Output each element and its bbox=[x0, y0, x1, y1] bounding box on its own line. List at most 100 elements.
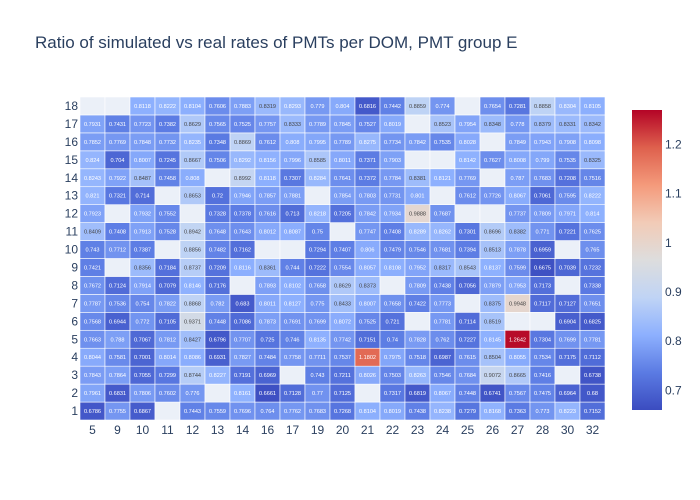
cell-value-label: 0.7699 bbox=[309, 319, 326, 325]
cell-value-label: 0.7438 bbox=[434, 283, 451, 289]
cell-value-label: 0.6819 bbox=[409, 391, 426, 397]
cell-value-label: 0.808 bbox=[286, 140, 300, 146]
heatmap-cell-empty bbox=[79, 96, 106, 116]
cell-value-label: 0.7762 bbox=[284, 409, 301, 415]
cell-value-label: 0.7438 bbox=[409, 409, 426, 415]
cell-value-label: 0.7175 bbox=[559, 355, 576, 361]
cell-value-label: 0.7953 bbox=[509, 283, 526, 289]
cell-value-label: 0.7737 bbox=[509, 212, 526, 218]
cell-value-label: 0.8118 bbox=[259, 176, 276, 182]
cell-value-label: 0.7067 bbox=[134, 337, 151, 343]
cell-value-label: 0.7943 bbox=[534, 140, 551, 146]
cell-value-label: 0.8012 bbox=[259, 230, 276, 236]
cell-value-label: 0.8072 bbox=[334, 319, 351, 325]
cell-value-label: 0.8585 bbox=[309, 158, 326, 164]
cell-value-label: 0.7731 bbox=[384, 194, 401, 200]
cell-value-label: 0.8044 bbox=[84, 355, 101, 361]
cell-value-label: 0.7683 bbox=[309, 409, 326, 415]
cell-value-label: 0.7484 bbox=[259, 355, 276, 361]
cell-value-label: 0.8523 bbox=[434, 122, 451, 128]
cell-value-label: 0.7599 bbox=[509, 265, 526, 271]
cell-value-label: 0.7535 bbox=[559, 158, 576, 164]
cell-value-label: 0.804 bbox=[336, 104, 350, 110]
x-tick-label: 24 bbox=[436, 423, 450, 437]
cell-value-label: 0.765 bbox=[586, 248, 600, 254]
cell-value-label: 0.7208 bbox=[559, 176, 576, 182]
cell-value-label: 0.7128 bbox=[284, 391, 301, 397]
cell-value-label: 0.7506 bbox=[209, 158, 226, 164]
cell-value-label: 0.7922 bbox=[109, 176, 126, 182]
cell-value-label: 0.8543 bbox=[459, 265, 476, 271]
cell-value-label: 0.8007 bbox=[134, 158, 151, 164]
cell-value-label: 0.8342 bbox=[584, 122, 601, 128]
cell-value-label: 0.7625 bbox=[584, 230, 601, 236]
cell-value-label: 0.7565 bbox=[209, 122, 226, 128]
cell-value-label: 0.683 bbox=[236, 301, 250, 307]
cell-value-label: 0.8356 bbox=[134, 265, 151, 271]
cell-value-label: 0.7878 bbox=[509, 248, 526, 254]
cell-value-label: 0.7039 bbox=[559, 265, 576, 271]
cell-value-label: 0.7281 bbox=[509, 104, 526, 110]
cell-value-label: 0.743 bbox=[86, 248, 100, 254]
cell-value-label: 0.7338 bbox=[584, 283, 601, 289]
cell-value-label: 0.7442 bbox=[384, 104, 401, 110]
cell-value-label: 0.7663 bbox=[84, 337, 101, 343]
cell-value-label: 0.8696 bbox=[484, 230, 501, 236]
cell-value-label: 0.787 bbox=[511, 176, 525, 182]
cell-value-label: 0.7482 bbox=[209, 248, 226, 254]
heatmap-cell-empty bbox=[104, 258, 131, 277]
cell-value-label: 0.7789 bbox=[334, 140, 351, 146]
cell-value-label: 0.7307 bbox=[284, 176, 301, 182]
heatmap-cell-empty bbox=[479, 204, 506, 223]
cell-value-label: 0.7864 bbox=[109, 373, 126, 379]
cell-value-label: 0.7552 bbox=[159, 212, 176, 218]
heatmap-cell-empty bbox=[454, 204, 481, 223]
cell-value-label: 0.8667 bbox=[184, 158, 201, 164]
cell-value-label: 0.8087 bbox=[284, 230, 301, 236]
cell-value-label: 0.7648 bbox=[209, 230, 226, 236]
cell-value-label: 0.7378 bbox=[234, 212, 251, 218]
cell-value-label: 0.8304 bbox=[559, 104, 576, 110]
colorbar-tick-label: 1.2 bbox=[665, 137, 682, 151]
y-tick-label: 13 bbox=[65, 189, 79, 203]
cell-value-label: 0.8137 bbox=[484, 265, 501, 271]
cell-value-label: 0.7227 bbox=[459, 337, 476, 343]
cell-value-label: 0.6987 bbox=[434, 355, 451, 361]
cell-value-label: 0.744 bbox=[286, 265, 300, 271]
cell-value-label: 0.9948 bbox=[509, 301, 526, 307]
x-tick-label: 25 bbox=[461, 423, 475, 437]
cell-value-label: 0.8223 bbox=[559, 409, 576, 415]
x-tick-label: 5 bbox=[89, 423, 96, 437]
cell-value-label: 0.7162 bbox=[234, 248, 251, 254]
cell-value-label: 0.6738 bbox=[584, 373, 601, 379]
y-tick-label: 17 bbox=[65, 117, 79, 131]
cell-value-label: 0.776 bbox=[186, 391, 200, 397]
cell-value-label: 0.7687 bbox=[434, 212, 451, 218]
cell-value-label: 0.8665 bbox=[509, 373, 526, 379]
cell-value-label: 0.7581 bbox=[109, 355, 126, 361]
heatmap-cell bbox=[579, 96, 606, 116]
cell-value-label: 0.713 bbox=[286, 212, 300, 218]
heatmap-cell-empty bbox=[329, 222, 356, 241]
colorbar-tick-label: 0.9 bbox=[665, 285, 682, 299]
cell-value-label: 0.7448 bbox=[459, 391, 476, 397]
cell-value-label: 0.7681 bbox=[434, 248, 451, 254]
cell-value-label: 0.7061 bbox=[534, 194, 551, 200]
cell-value-label: 0.7971 bbox=[559, 212, 576, 218]
heatmap-cell-empty bbox=[554, 365, 581, 385]
heatmap-cell-empty bbox=[204, 168, 231, 188]
y-tick-label: 5 bbox=[71, 332, 78, 346]
cell-value-label: 0.8145 bbox=[484, 337, 501, 343]
cell-value-label: 0.7812 bbox=[159, 337, 176, 343]
cell-value-label: 0.7536 bbox=[109, 301, 126, 307]
cell-value-label: 0.7696 bbox=[234, 409, 251, 415]
cell-value-label: 0.8142 bbox=[459, 158, 476, 164]
cell-value-label: 0.8409 bbox=[84, 230, 101, 236]
cell-value-label: 0.7726 bbox=[484, 194, 501, 200]
cell-value-label: 0.821 bbox=[86, 194, 100, 200]
heatmap-cell-empty bbox=[404, 114, 431, 134]
cell-value-label: 0.772 bbox=[136, 319, 150, 325]
cell-value-label: 0.7567 bbox=[509, 391, 526, 397]
cell-value-label: 0.8856 bbox=[184, 248, 201, 254]
cell-value-label: 0.773 bbox=[536, 409, 550, 415]
